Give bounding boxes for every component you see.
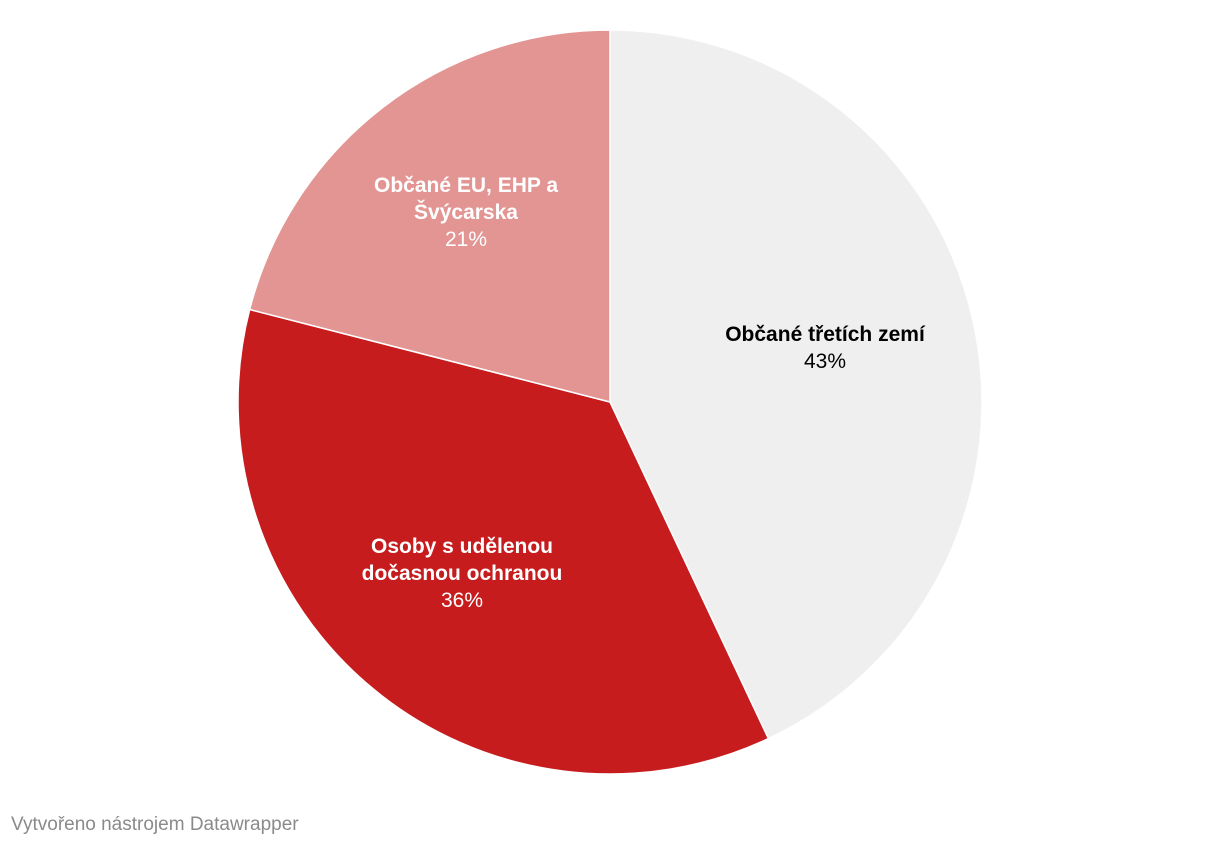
slice-value-text: 21% <box>445 228 487 251</box>
pie-slice-2[interactable] <box>237 308 770 775</box>
pie-slices <box>237 29 983 775</box>
slice-value-text: 43% <box>804 350 846 373</box>
slice-name-text: Občané třetích zemí <box>725 323 926 346</box>
slice-value-text: 36% <box>441 589 483 612</box>
pie-slice-1[interactable] <box>609 29 983 740</box>
slice-name-text: Osoby s udělenou <box>371 535 553 558</box>
slice-label-2: Osoby s udělenou dočasnou ochranou 36% <box>362 535 563 612</box>
datawrapper-credit[interactable]: Vytvořeno nástrojem Datawrapper <box>11 814 299 835</box>
pie-labels: Občané třetích zemí 43% Osoby s udělenou do… <box>362 174 926 612</box>
pie-slice-3[interactable] <box>248 29 611 403</box>
slice-label-1: Občané třetích zemí 43% <box>725 323 926 373</box>
slice-name-text: Švýcarska <box>414 200 518 224</box>
slice-name-text: Občané EU, EHP a <box>374 174 558 197</box>
slice-name-text: dočasnou ochranou <box>362 562 563 585</box>
slice-label-3: Občané EU, EHP a Švýcarska 21% <box>374 174 558 251</box>
